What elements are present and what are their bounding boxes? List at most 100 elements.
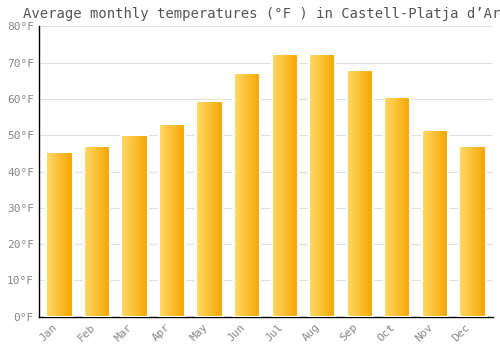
Bar <box>91 146 92 317</box>
Bar <box>395 97 396 317</box>
Bar <box>61 152 62 317</box>
Bar <box>122 135 148 317</box>
Bar <box>127 135 128 317</box>
Bar <box>309 54 310 317</box>
Bar <box>210 101 211 317</box>
Bar <box>177 124 178 317</box>
Bar <box>390 97 391 317</box>
Bar <box>393 97 394 317</box>
Bar <box>478 146 479 317</box>
Bar <box>479 146 480 317</box>
Bar <box>470 146 471 317</box>
Bar <box>316 54 317 317</box>
Bar <box>103 146 104 317</box>
Bar <box>92 146 93 317</box>
Bar <box>422 130 423 317</box>
Bar <box>432 130 433 317</box>
Bar <box>88 146 89 317</box>
Bar <box>219 101 220 317</box>
Bar <box>235 74 236 317</box>
Bar <box>472 146 473 317</box>
Bar <box>71 152 72 317</box>
Bar <box>256 74 257 317</box>
Bar <box>216 101 217 317</box>
Bar <box>140 135 141 317</box>
Bar <box>258 74 259 317</box>
Bar <box>475 146 476 317</box>
Bar <box>408 97 409 317</box>
Bar <box>248 74 250 317</box>
Bar <box>428 130 429 317</box>
Bar <box>48 152 49 317</box>
Bar <box>138 135 140 317</box>
Bar <box>391 97 392 317</box>
Bar <box>208 101 209 317</box>
Bar <box>477 146 478 317</box>
Bar <box>435 130 436 317</box>
Bar <box>54 152 55 317</box>
Bar <box>485 146 486 317</box>
Bar <box>335 54 336 317</box>
Bar <box>160 124 161 317</box>
Bar <box>106 146 107 317</box>
Bar <box>462 146 463 317</box>
Bar <box>131 135 132 317</box>
Bar <box>100 146 101 317</box>
Bar <box>331 54 332 317</box>
Bar <box>436 130 437 317</box>
Bar <box>246 74 247 317</box>
Bar <box>272 54 298 317</box>
Bar <box>67 152 68 317</box>
Bar <box>253 74 254 317</box>
Bar <box>65 152 66 317</box>
Bar <box>361 70 362 317</box>
Title: Average monthly temperatures (°F ) in Castell-Platja d’Aro: Average monthly temperatures (°F ) in Ca… <box>23 7 500 21</box>
Bar <box>321 54 322 317</box>
Bar <box>214 101 215 317</box>
Bar <box>244 74 245 317</box>
Bar <box>439 130 440 317</box>
Bar <box>279 54 280 317</box>
Bar <box>128 135 129 317</box>
Bar <box>141 135 142 317</box>
Bar <box>183 124 184 317</box>
Bar <box>137 135 138 317</box>
Bar <box>202 101 203 317</box>
Bar <box>330 54 331 317</box>
Bar <box>98 146 99 317</box>
Bar <box>363 70 364 317</box>
Bar <box>371 70 372 317</box>
Bar <box>84 146 110 317</box>
Bar <box>164 124 165 317</box>
Bar <box>86 146 87 317</box>
Bar <box>59 152 60 317</box>
Bar <box>53 152 54 317</box>
Bar <box>275 54 276 317</box>
Bar <box>57 152 58 317</box>
Bar <box>293 54 294 317</box>
Bar <box>62 152 63 317</box>
Bar <box>95 146 96 317</box>
Bar <box>273 54 274 317</box>
Bar <box>278 54 279 317</box>
Bar <box>251 74 252 317</box>
Bar <box>426 130 427 317</box>
Bar <box>297 54 298 317</box>
Bar <box>315 54 316 317</box>
Bar <box>143 135 144 317</box>
Bar <box>285 54 286 317</box>
Bar <box>329 54 330 317</box>
Bar <box>163 124 164 317</box>
Bar <box>328 54 329 317</box>
Bar <box>175 124 176 317</box>
Bar <box>213 101 214 317</box>
Bar <box>396 97 397 317</box>
Bar <box>482 146 483 317</box>
Bar <box>407 97 408 317</box>
Bar <box>313 54 314 317</box>
Bar <box>312 54 313 317</box>
Bar <box>196 101 197 317</box>
Bar <box>222 101 223 317</box>
Bar <box>215 101 216 317</box>
Bar <box>388 97 389 317</box>
